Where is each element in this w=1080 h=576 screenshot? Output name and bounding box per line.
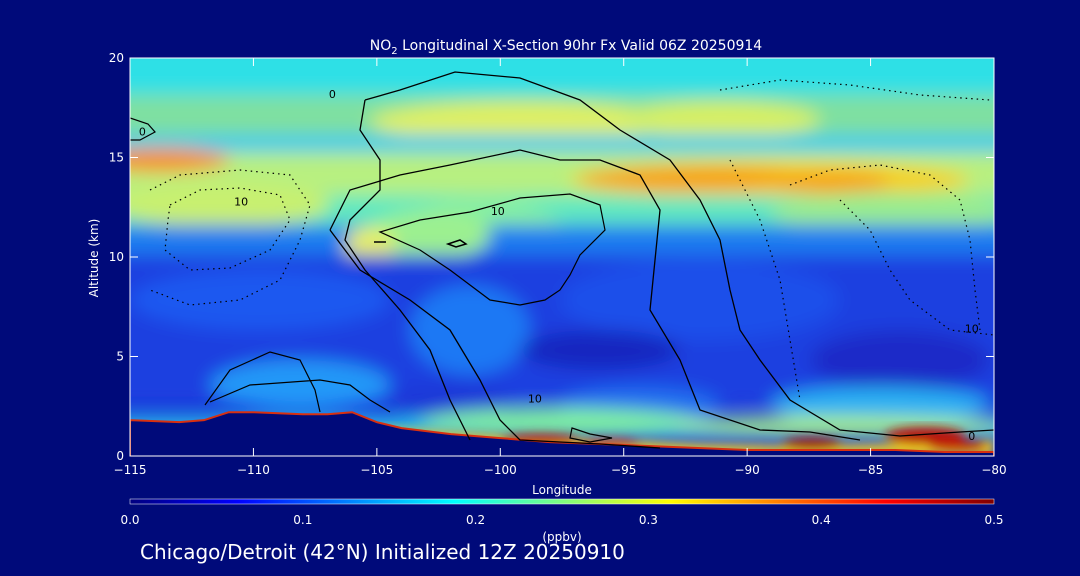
contour-left-edge [130, 117, 156, 141]
contour-10-upper [378, 193, 606, 306]
y-tick-label: 10 [109, 250, 124, 264]
colorbar-tick-label: 0.2 [466, 513, 485, 527]
contour-small-rings [374, 239, 468, 248]
contour-label: 10 [965, 323, 979, 336]
contour-zero-inner [344, 99, 471, 441]
contour-lines [130, 71, 994, 449]
x-tick-label: −100 [484, 463, 517, 477]
colorbar-tick-label: 0.5 [984, 513, 1003, 527]
contour-10-main [329, 149, 861, 441]
contour-10-lower [329, 229, 661, 449]
x-tick-label: −115 [114, 463, 147, 477]
x-tick-label: −80 [981, 463, 1006, 477]
y-tick-label: 15 [109, 151, 124, 165]
x-tick-label: −90 [734, 463, 759, 477]
x-axis: −115 −110 −105 −100 −95 −90 −85 −80 [114, 58, 1007, 477]
y-axis-label: Altitude (km) [87, 219, 101, 298]
chart-title: NO2 Longitudinal X-Section 90hr Fx Valid… [370, 38, 763, 57]
run-info-footer: Chicago/Detroit (42°N) Initialized 12Z 2… [140, 540, 625, 564]
colorbar-tick-label: 0.0 [120, 513, 139, 527]
y-tick-label: 20 [109, 51, 124, 65]
contour-label: 10 [491, 205, 505, 218]
contour-lowlevel [204, 351, 391, 413]
y-axis: 0 5 10 15 20 [109, 51, 994, 463]
colorbar-tick-label: 0.3 [639, 513, 658, 527]
no2-concentration-field [130, 58, 994, 438]
colorbar-label: (ppbv) [542, 530, 581, 544]
x-tick-label: −85 [858, 463, 883, 477]
x-tick-label: −95 [611, 463, 636, 477]
plot-area: 0 0 10 10 10 10 0 [130, 58, 994, 456]
contour-label: 10 [528, 392, 542, 405]
terrain-mask [130, 411, 994, 456]
contour-label: 0 [968, 430, 975, 443]
y-tick-label: 0 [116, 449, 124, 463]
colorbar-strip [129, 498, 995, 505]
contour-dotted-left [149, 169, 311, 306]
contour-label: 0 [329, 88, 336, 101]
colorbar: 0.0 0.1 0.2 0.3 0.4 0.5 (ppbv) [120, 498, 1004, 544]
colorbar-tick-label: 0.1 [293, 513, 312, 527]
contour-label: 10 [234, 195, 248, 208]
x-tick-label: −105 [360, 463, 393, 477]
contour-zero-left [364, 71, 994, 437]
contour-labels: 0 0 10 10 10 10 0 [139, 88, 979, 443]
y-tick-label: 5 [116, 350, 124, 364]
colorbar-tick-label: 0.4 [812, 513, 831, 527]
contour-small-loop [569, 427, 613, 443]
x-axis-label: Longitude [532, 483, 592, 497]
x-tick-label: −110 [237, 463, 270, 477]
contour-label: 0 [139, 126, 146, 139]
